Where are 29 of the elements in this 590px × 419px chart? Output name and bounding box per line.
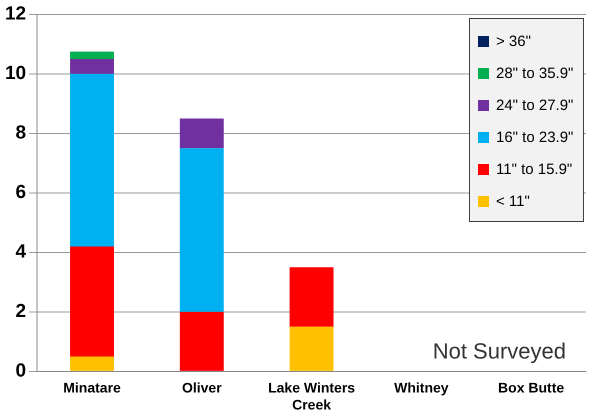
bar <box>70 246 114 357</box>
legend-label: > 36" <box>496 32 531 50</box>
bar <box>70 59 114 74</box>
bar <box>180 312 224 371</box>
bar <box>180 118 224 148</box>
y-tick-label: 4 <box>16 242 27 263</box>
legend-label: 28" to 35.9" <box>496 64 574 82</box>
x-tick-label: Oliver <box>182 380 222 396</box>
bar <box>70 74 114 246</box>
bar <box>290 326 334 371</box>
x-tick-label: Whitney <box>394 380 449 396</box>
bar <box>180 148 224 312</box>
legend-label: < 11" <box>496 192 530 210</box>
x-tick-label: Minatare <box>63 380 122 396</box>
legend-label: 24" to 27.9" <box>496 96 574 114</box>
y-tick-label: 0 <box>16 360 26 382</box>
y-tick-label: 8 <box>16 122 26 144</box>
y-tick-label: 12 <box>4 4 26 25</box>
annotation: Not Surveyed <box>432 338 566 364</box>
y-tick-label: 10 <box>4 63 26 84</box>
legend-label: 16" to 23.9" <box>496 128 574 146</box>
x-tick-label: Lake Winters Creek <box>268 380 356 412</box>
y-tick-label: 2 <box>16 301 26 322</box>
bar <box>70 52 114 60</box>
y-tick-label: 6 <box>16 182 26 204</box>
x-tick-label: Box Butte <box>498 380 564 396</box>
bar <box>70 356 114 371</box>
bar <box>290 267 334 327</box>
legend-label: 11" to 15.9" <box>496 160 572 178</box>
